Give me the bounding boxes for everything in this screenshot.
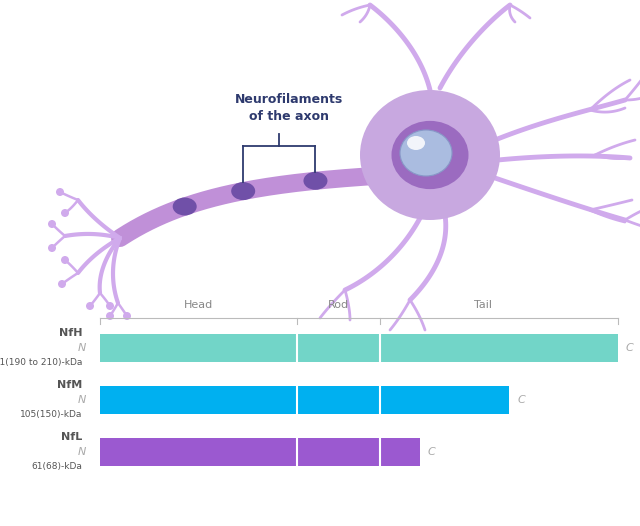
Text: Head: Head [184,300,213,310]
Text: Tail: Tail [474,300,492,310]
Text: N: N [77,395,86,405]
Circle shape [48,244,56,252]
Ellipse shape [407,136,425,150]
Text: C: C [626,343,634,353]
Ellipse shape [360,90,500,220]
Circle shape [56,188,64,196]
Text: C: C [517,395,525,405]
Circle shape [61,209,69,217]
Text: N: N [77,343,86,353]
Circle shape [106,312,114,320]
Text: C: C [428,447,435,457]
Ellipse shape [231,182,255,200]
Text: Rod: Rod [328,300,349,310]
Text: 111(190 to 210)-kDa: 111(190 to 210)-kDa [0,358,82,367]
Bar [100,386,509,414]
Circle shape [106,302,114,310]
Ellipse shape [392,121,468,189]
Text: NfL: NfL [61,432,82,442]
Ellipse shape [173,197,196,216]
Circle shape [58,280,66,288]
Bar [100,334,618,362]
Ellipse shape [303,172,328,190]
Circle shape [86,302,94,310]
Circle shape [48,220,56,228]
Text: 61(68)-kDa: 61(68)-kDa [31,462,82,471]
Ellipse shape [400,130,452,176]
Text: N: N [77,447,86,457]
Text: Neurofilaments
of the axon: Neurofilaments of the axon [235,93,344,123]
Text: NfH: NfH [58,328,82,338]
Bar [100,438,420,466]
Circle shape [123,312,131,320]
Circle shape [61,256,69,264]
Text: NfM: NfM [57,380,82,390]
Text: 105(150)-kDa: 105(150)-kDa [20,410,82,419]
